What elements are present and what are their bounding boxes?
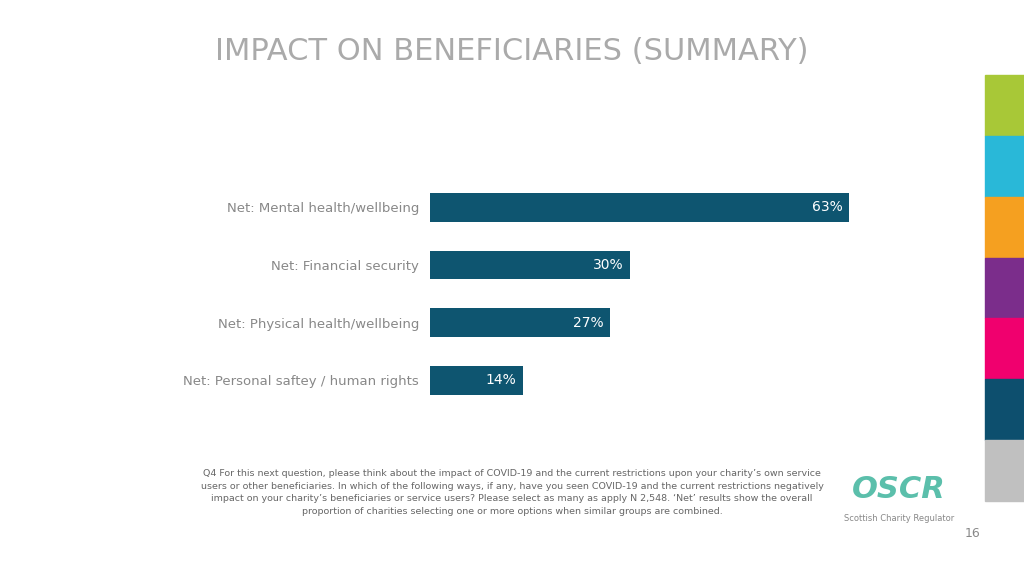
Bar (430, 366, 523, 395)
Bar (430, 308, 610, 337)
Text: Q4 For this next question, please think about the impact of COVID-19 and the cur: Q4 For this next question, please think … (201, 469, 823, 516)
Text: Scottish Charity Regulator: Scottish Charity Regulator (844, 514, 954, 523)
Text: 30%: 30% (593, 258, 623, 272)
Bar (430, 193, 850, 222)
Bar (430, 251, 630, 279)
Text: 16: 16 (965, 527, 980, 540)
Text: 63%: 63% (812, 200, 843, 214)
Text: IMPACT ON BENEFICIARIES (SUMMARY): IMPACT ON BENEFICIARIES (SUMMARY) (215, 37, 809, 66)
Text: 14%: 14% (485, 373, 516, 387)
Text: 27%: 27% (572, 316, 603, 329)
Text: OSCR: OSCR (852, 475, 946, 504)
